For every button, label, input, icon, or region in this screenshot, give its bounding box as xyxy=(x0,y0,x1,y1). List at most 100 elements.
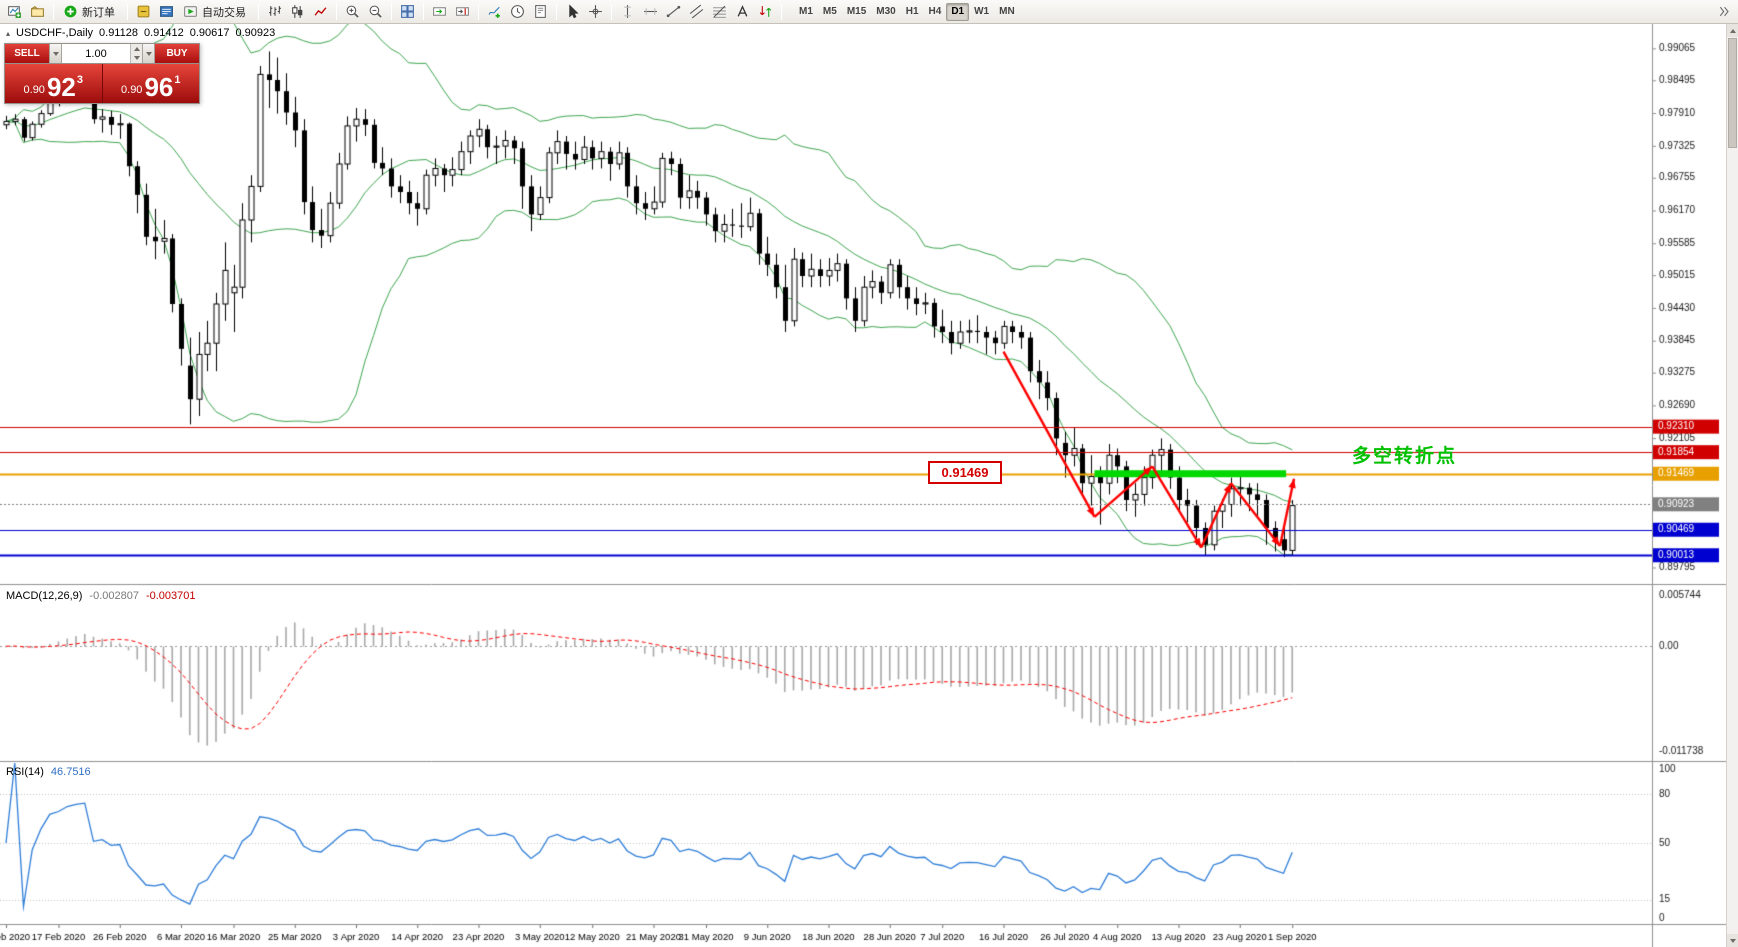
cursor-button[interactable] xyxy=(561,2,584,22)
crosshair-icon xyxy=(589,5,602,18)
profiles-button[interactable] xyxy=(26,2,49,22)
zoom-out-button[interactable] xyxy=(364,2,387,22)
macd-main-value: -0.002807 xyxy=(89,590,139,602)
channel-button[interactable] xyxy=(685,2,708,22)
toolbar: 新订单 自动交易 M1 M5 M15 M30 H1 H4 D1 W1 MN xyxy=(0,0,1738,24)
hline-icon xyxy=(644,8,657,15)
vertical-scrollbar[interactable] xyxy=(1726,24,1738,947)
zoom-out-icon xyxy=(369,5,382,18)
sell-price-big: 92 xyxy=(46,72,76,102)
chart-shift-button[interactable] xyxy=(451,2,474,22)
scrollbar-thumb[interactable] xyxy=(1728,38,1737,148)
periods-icon xyxy=(511,5,524,18)
toolbar-overflow-button[interactable] xyxy=(1712,2,1735,22)
toolbar-separator xyxy=(423,3,424,20)
metaeditor-button[interactable] xyxy=(132,2,155,22)
autotrading-button-label: 自动交易 xyxy=(202,6,246,19)
autotrading-button[interactable]: 自动交易 xyxy=(178,2,254,22)
vline-button[interactable] xyxy=(616,2,639,22)
volume-increase-button[interactable] xyxy=(131,44,142,54)
volume-input[interactable] xyxy=(62,44,130,63)
fibonacci-button[interactable] xyxy=(708,2,731,22)
terminal-icon xyxy=(160,6,173,17)
buy-button[interactable]: BUY xyxy=(155,44,199,63)
buy-price-button[interactable]: 0.90 96 1 xyxy=(102,64,199,103)
one-click-trading-panel: SELL BUY 0.90 92 xyxy=(4,43,200,104)
buy-options-dropdown[interactable] xyxy=(142,44,155,63)
triangle-up-icon xyxy=(1729,28,1736,33)
timeframe-m1-button[interactable]: M1 xyxy=(799,6,813,17)
profiles-icon xyxy=(31,6,44,17)
rsi-value: 46.7516 xyxy=(50,766,91,778)
scroll-down-button[interactable] xyxy=(1727,934,1738,947)
zoom-in-button[interactable] xyxy=(341,2,364,22)
scrollbar-track[interactable] xyxy=(1727,149,1738,934)
hline-button[interactable] xyxy=(639,2,662,22)
crosshair-button[interactable] xyxy=(584,2,607,22)
text-button[interactable] xyxy=(731,2,754,22)
turning-point-annotation: 多空转折点 xyxy=(1352,446,1458,467)
vline-icon xyxy=(624,5,631,18)
terminal-button[interactable] xyxy=(155,2,178,22)
timeframe-buttons: M1 M5 M15 M30 H1 H4 D1 W1 MN xyxy=(794,2,1020,21)
arrows-icon xyxy=(759,6,772,17)
sell-price-prefix: 0.90 xyxy=(23,84,45,96)
high-value: 0.91412 xyxy=(143,27,184,39)
timeframe-m30-button[interactable]: M30 xyxy=(876,6,896,17)
toolbar-separator xyxy=(258,3,259,20)
new-order-plus-icon xyxy=(64,5,77,18)
open-value: 0.91128 xyxy=(99,27,138,39)
text-icon xyxy=(737,5,748,17)
trade-prices-row: 0.90 92 3 0.90 96 1 xyxy=(5,63,199,103)
toolbar-separator xyxy=(127,3,128,20)
new-chart-button[interactable] xyxy=(3,2,26,22)
toolbar-separator xyxy=(336,3,337,20)
trendline-button[interactable] xyxy=(662,2,685,22)
chevron-down-icon xyxy=(145,51,152,56)
macd-indicator-label: MACD(12,26,9) -0.002807 -0.003701 xyxy=(6,590,196,602)
timeframe-m5-button[interactable]: M5 xyxy=(822,6,837,17)
autotrading-icon xyxy=(184,6,197,17)
tile-windows-button[interactable] xyxy=(396,2,419,22)
toolbar-separator xyxy=(781,3,782,20)
timeframe-m15-button[interactable]: M15 xyxy=(846,6,867,17)
channel-icon xyxy=(689,4,704,19)
buy-price-big: 96 xyxy=(144,72,174,102)
toolbar-separator xyxy=(53,3,54,20)
collapse-panel-icon[interactable]: ▴ xyxy=(6,28,11,38)
scroll-up-button[interactable] xyxy=(1727,24,1738,37)
macd-name: MACD(12,26,9) xyxy=(6,590,83,602)
timeframe-mn-button[interactable]: MN xyxy=(999,6,1015,17)
periods-button[interactable] xyxy=(506,2,529,22)
chart-ohlc-label: ▴ USDCHF-,Daily 0.91128 0.91412 0.90617 … xyxy=(6,27,275,39)
line-chart-button[interactable] xyxy=(309,2,332,22)
symbol-timeframe-label: USDCHF-,Daily xyxy=(16,27,94,39)
price-chart-canvas[interactable] xyxy=(0,24,1726,947)
buy-price-prefix: 0.90 xyxy=(121,84,143,96)
templates-button[interactable] xyxy=(529,2,552,22)
candles-icon xyxy=(292,5,303,18)
cursor-icon xyxy=(569,4,579,19)
timeframe-h4-button[interactable]: H4 xyxy=(928,6,942,17)
candles-button[interactable] xyxy=(286,2,309,22)
indicators-button[interactable] xyxy=(483,2,506,22)
bar-chart-button[interactable] xyxy=(263,2,286,22)
bar-chart-icon xyxy=(269,6,281,16)
volume-stepper xyxy=(130,44,142,63)
buy-price-pipette: 1 xyxy=(174,74,181,86)
sell-price-button[interactable]: 0.90 92 3 xyxy=(5,64,103,103)
timeframe-h1-button[interactable]: H1 xyxy=(905,6,919,17)
auto-scroll-button[interactable] xyxy=(428,2,451,22)
sell-button[interactable]: SELL xyxy=(5,44,49,63)
zoom-in-icon xyxy=(346,5,359,18)
indicators-icon xyxy=(488,6,500,18)
arrows-button[interactable] xyxy=(754,2,777,22)
price-level-callout[interactable]: 0.91469 xyxy=(928,461,1002,484)
timeframe-w1-button[interactable]: W1 xyxy=(974,6,990,17)
timeframe-d1-button[interactable]: D1 xyxy=(946,2,970,21)
sell-options-dropdown[interactable] xyxy=(49,44,62,63)
volume-field xyxy=(62,44,142,63)
volume-decrease-button[interactable] xyxy=(131,53,142,63)
new-order-button[interactable]: 新订单 xyxy=(58,2,123,22)
